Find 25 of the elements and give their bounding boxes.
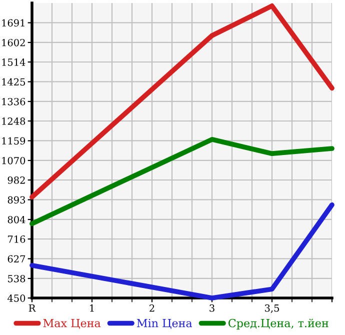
x-tick-label: 3,5 bbox=[265, 304, 279, 313]
y-tick-label: 1070 bbox=[2, 156, 26, 164]
y-tick-label: 1602 bbox=[2, 38, 25, 46]
x-tick-label: R bbox=[28, 304, 36, 312]
y-tick-label: 982 bbox=[8, 176, 25, 184]
y-tick-label: 804 bbox=[8, 216, 26, 224]
x-tick-label: 2 bbox=[150, 304, 154, 312]
y-tick-label: 1159 bbox=[2, 137, 26, 145]
y-tick-label: 893 bbox=[8, 196, 26, 204]
y-tick-label: 1425 bbox=[2, 78, 25, 86]
y-tick-label: 450 bbox=[7, 294, 26, 302]
y-tick-label: 1514 bbox=[2, 58, 26, 66]
y-tick-label: 1336 bbox=[2, 98, 26, 106]
x-tick-label: 3 bbox=[210, 304, 214, 312]
y-tick-label: 716 bbox=[8, 235, 26, 243]
line-series bbox=[30, 136, 334, 226]
y-tick-label: 1248 bbox=[2, 117, 26, 125]
y-tick-label: 538 bbox=[8, 274, 26, 282]
legend-label: Сред.Цена, т.йен bbox=[228, 318, 328, 330]
y-tick-label: 627 bbox=[8, 255, 26, 263]
y-tick-label: 1691 bbox=[2, 19, 24, 27]
x-tick-label: 1 bbox=[90, 304, 94, 312]
line-series bbox=[30, 3, 334, 200]
legend-label: Max Цена bbox=[43, 319, 101, 329]
legend-label: Min Цена bbox=[136, 318, 192, 329]
